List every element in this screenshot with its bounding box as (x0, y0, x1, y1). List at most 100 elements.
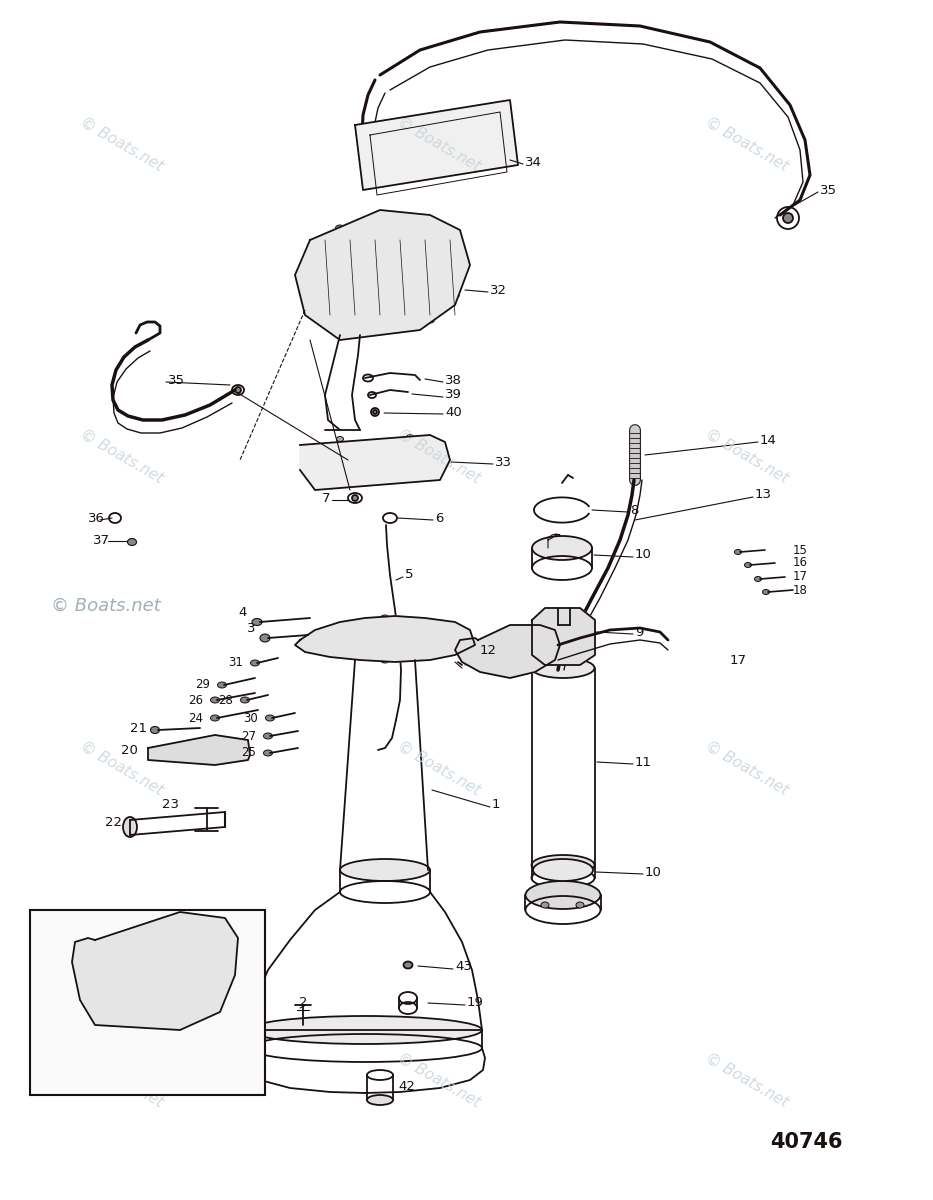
Ellipse shape (385, 145, 395, 151)
Ellipse shape (263, 733, 272, 739)
Polygon shape (532, 608, 595, 665)
Ellipse shape (460, 127, 470, 133)
Text: 25: 25 (241, 746, 256, 760)
Text: 6: 6 (435, 511, 443, 524)
Text: 42: 42 (398, 1080, 415, 1093)
Ellipse shape (472, 658, 480, 662)
Text: 13: 13 (755, 488, 772, 502)
Ellipse shape (337, 437, 343, 442)
Text: 32: 32 (490, 283, 507, 296)
Text: © Boats.net: © Boats.net (77, 426, 165, 486)
Text: 33: 33 (495, 456, 512, 468)
Text: 30: 30 (244, 712, 258, 725)
Text: © Boats.net: © Boats.net (395, 738, 482, 798)
Text: 35: 35 (168, 373, 185, 386)
Ellipse shape (755, 576, 761, 582)
Ellipse shape (266, 715, 274, 721)
Text: 16: 16 (793, 557, 808, 570)
Text: 3: 3 (246, 622, 255, 635)
Text: © Boats.net: © Boats.net (77, 114, 165, 174)
Ellipse shape (128, 539, 136, 546)
Text: 2: 2 (299, 996, 308, 1009)
Text: 17: 17 (730, 654, 747, 666)
Text: 19: 19 (467, 996, 484, 1009)
Ellipse shape (783, 214, 793, 223)
Ellipse shape (315, 622, 455, 654)
Ellipse shape (312, 478, 318, 482)
Text: 29: 29 (195, 678, 210, 691)
Text: 40: 40 (445, 406, 462, 419)
Ellipse shape (451, 292, 459, 298)
Ellipse shape (503, 647, 513, 658)
Ellipse shape (390, 175, 400, 181)
Ellipse shape (260, 634, 270, 642)
Text: 5: 5 (405, 569, 413, 582)
Ellipse shape (435, 472, 441, 476)
Ellipse shape (533, 859, 593, 881)
Ellipse shape (367, 1094, 393, 1105)
Ellipse shape (425, 317, 435, 323)
Ellipse shape (541, 902, 549, 908)
Ellipse shape (303, 308, 313, 314)
Ellipse shape (336, 226, 344, 230)
Text: © Boats.net: © Boats.net (703, 426, 790, 486)
Ellipse shape (150, 726, 160, 733)
Ellipse shape (421, 218, 429, 226)
Text: © Boats.net: © Boats.net (703, 1050, 790, 1110)
Text: 7: 7 (322, 492, 330, 504)
Text: 40746: 40746 (770, 1133, 842, 1152)
Polygon shape (148, 734, 250, 766)
Ellipse shape (407, 434, 413, 439)
Text: 15: 15 (793, 544, 808, 557)
Text: 39: 39 (445, 389, 462, 402)
Ellipse shape (762, 589, 770, 594)
Ellipse shape (123, 817, 137, 838)
Ellipse shape (311, 632, 319, 638)
Polygon shape (355, 100, 518, 190)
Ellipse shape (532, 658, 594, 678)
Text: 1: 1 (492, 798, 500, 811)
Text: 26: 26 (188, 694, 203, 707)
Ellipse shape (576, 902, 584, 908)
Text: 37: 37 (93, 534, 110, 546)
Ellipse shape (241, 697, 249, 703)
Text: 27: 27 (241, 730, 256, 743)
Ellipse shape (465, 157, 475, 163)
Ellipse shape (341, 332, 350, 338)
Text: 21: 21 (130, 721, 147, 734)
Text: 14: 14 (760, 433, 777, 446)
Text: 41: 41 (60, 966, 78, 979)
Ellipse shape (325, 450, 425, 474)
Ellipse shape (250, 660, 259, 666)
Text: 24: 24 (188, 712, 203, 725)
Polygon shape (295, 616, 475, 662)
Ellipse shape (532, 854, 594, 875)
Text: © Boats.net: © Boats.net (51, 596, 161, 614)
Text: 35: 35 (820, 184, 837, 197)
Text: © Boats.net: © Boats.net (395, 114, 482, 174)
Text: © Boats.net: © Boats.net (77, 738, 165, 798)
Ellipse shape (451, 647, 459, 653)
Ellipse shape (525, 881, 601, 910)
Text: 9: 9 (635, 625, 644, 638)
Ellipse shape (248, 1016, 482, 1044)
Ellipse shape (352, 494, 358, 502)
Ellipse shape (373, 410, 377, 414)
Ellipse shape (381, 614, 389, 622)
Polygon shape (72, 912, 238, 1030)
Ellipse shape (340, 859, 430, 881)
Ellipse shape (217, 682, 227, 688)
Text: © Boats.net: © Boats.net (395, 1050, 482, 1110)
Text: 17: 17 (793, 570, 808, 583)
Ellipse shape (252, 618, 262, 625)
Ellipse shape (437, 445, 443, 450)
Text: 18: 18 (793, 583, 808, 596)
Text: 8: 8 (630, 504, 638, 516)
Ellipse shape (235, 386, 241, 392)
Ellipse shape (263, 750, 272, 756)
Text: 28: 28 (218, 694, 233, 707)
Text: © Boats.net: © Boats.net (395, 426, 482, 486)
Ellipse shape (211, 715, 219, 721)
Text: 11: 11 (635, 756, 652, 768)
Text: © Boats.net: © Boats.net (703, 738, 790, 798)
